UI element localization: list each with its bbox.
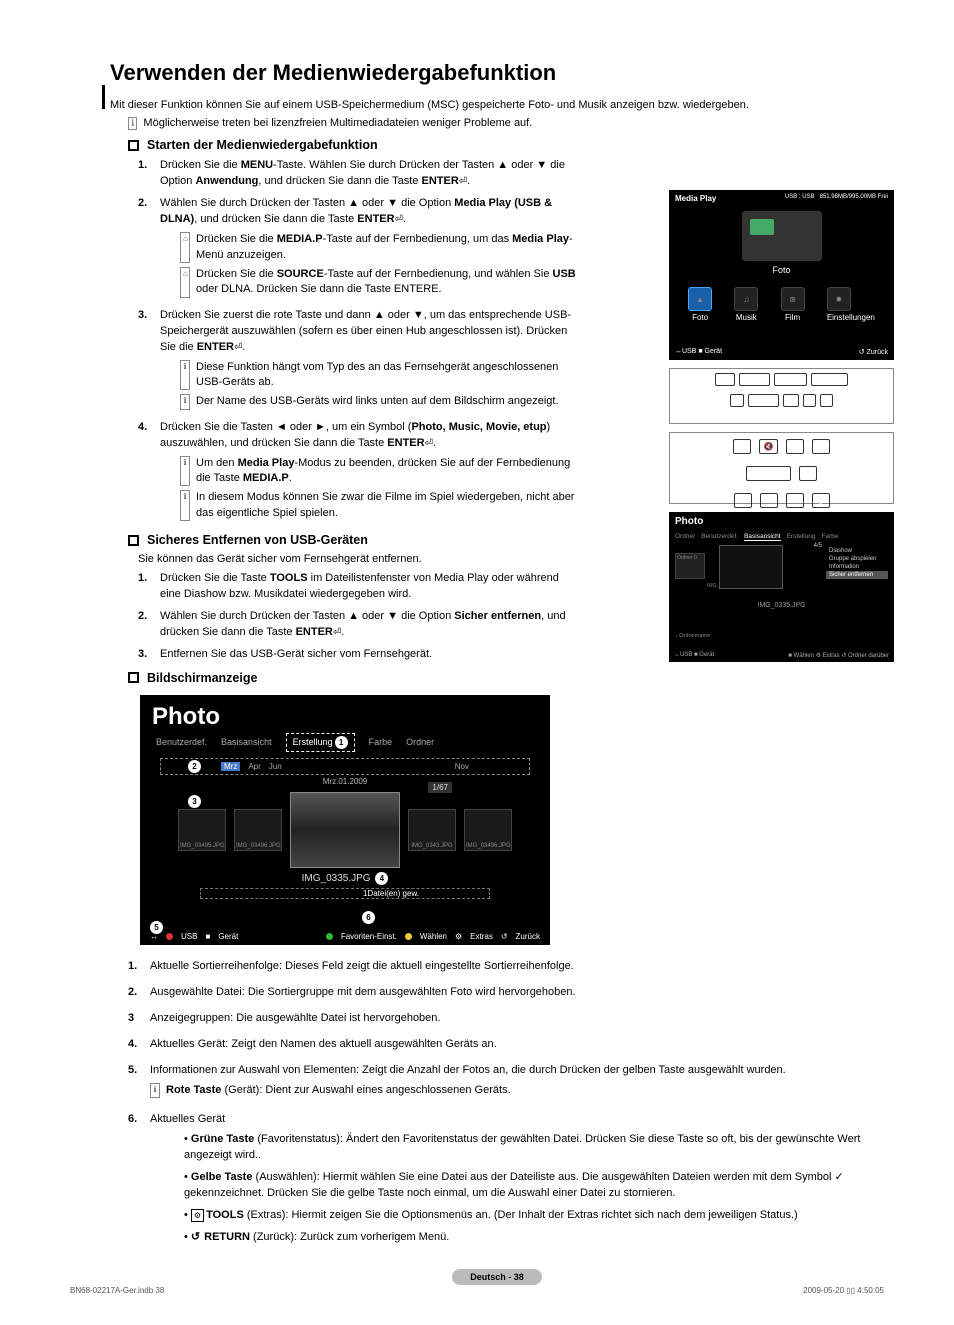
- step-num: 1.: [138, 158, 152, 190]
- thumbnail: IMG_03496.JPG: [234, 809, 282, 851]
- thumbnail-selected: [290, 792, 400, 868]
- section-heading: Bildschirmanzeige: [147, 671, 257, 685]
- tab: Farbe: [369, 737, 393, 747]
- step-num: 2.: [138, 196, 152, 301]
- legend-item: Aktuelles Gerät Grüne Taste (Favoritenst…: [150, 1112, 884, 1252]
- note-icon: ℹ: [180, 490, 190, 521]
- step-text: Drücken Sie die Tasten ◄ oder ►, um ein …: [160, 420, 580, 525]
- remote-icon: ⌂: [180, 232, 190, 263]
- footer-right: Favoriten-Einst. Wählen ⚙Extras ↺Zurück: [326, 932, 540, 941]
- legend-item: Aktuelle Sortierreihenfolge: Dieses Feld…: [150, 959, 574, 975]
- category-music: ♫Musik: [734, 287, 758, 322]
- filename-label: IMG_0335.JPG: [669, 602, 894, 609]
- category-settings: ✹Einstellungen: [827, 287, 875, 322]
- remote-btn: −: [734, 493, 752, 508]
- callout-1: 1: [335, 736, 348, 749]
- month-bar: Mrz Apr Jun Nov: [160, 758, 530, 775]
- remote-btn: AD: [783, 394, 799, 407]
- thumbnail: IMG_0343.JPG: [408, 809, 456, 851]
- step-text: Wählen Sie durch Drücken der Tasten ▲ od…: [160, 196, 580, 301]
- category-movie: ⊛Film: [781, 287, 805, 322]
- remote-btn: ▯: [812, 493, 830, 508]
- file-counter: 4/5: [814, 543, 822, 549]
- intro-text: Mit dieser Funktion können Sie auf einem…: [110, 98, 884, 113]
- remote-btn: 🔇: [759, 439, 779, 454]
- step-num: 3.: [138, 308, 152, 414]
- date-label: Mrz.01.2009: [140, 777, 550, 786]
- remote-btn: +: [733, 439, 751, 454]
- bullet-item: ⚙TOOLS (Extras): Hiermit zeigen Sie die …: [184, 1208, 884, 1224]
- callout-4: 4: [375, 872, 388, 885]
- legend-item: Aktuelles Gerät: Zeigt den Namen des akt…: [150, 1037, 497, 1053]
- thumbnail: IMG_03495.JPG: [178, 809, 226, 851]
- remote-btn: ▷: [799, 466, 817, 481]
- remote-btn: ▤▨: [715, 373, 734, 386]
- bullet-item: Gelbe Taste (Auswählen): Hiermit wählen …: [184, 1170, 884, 1202]
- tab: Ordner: [406, 737, 434, 747]
- callout-6: 6: [362, 911, 375, 924]
- bullet-item: ↺RETURN (Zurück): Zurück zum vorherigem …: [184, 1230, 884, 1246]
- section-heading: Sicheres Entfernen von USB-Geräten: [147, 533, 368, 547]
- step-text: Drücken Sie die MENU-Taste. Wählen Sie d…: [160, 158, 580, 190]
- section-bullet: [128, 672, 139, 683]
- screen-media-play: Media PlayUSB : USB 851.98MB/995.00MB Fr…: [669, 190, 894, 360]
- section-bullet: [128, 140, 139, 151]
- note-icon: ℹ: [180, 360, 190, 391]
- return-icon: ↺: [191, 1230, 200, 1246]
- screen-title: Photo: [140, 695, 550, 733]
- remote-btn: ∨: [786, 493, 804, 508]
- filename-label: IMG_0335.JPG 4: [140, 872, 550, 885]
- remote-btn: ↯: [803, 394, 816, 407]
- thumbnail: IMG_03496.JPG: [464, 809, 512, 851]
- page-title: Verwenden der Medienwiedergabefunktion: [110, 60, 884, 86]
- note-icon: ℹ: [128, 117, 137, 130]
- file-counter: 1/67: [428, 782, 452, 793]
- remote-btn: CH LIST: [748, 394, 779, 407]
- note-text: Möglicherweise treten bei lizenzfreien M…: [143, 117, 532, 130]
- selection-info: 1Datei(en) gew.: [200, 888, 490, 899]
- section-heading: Starten der Medienwiedergabefunktion: [147, 138, 378, 152]
- step-num: 4.: [138, 420, 152, 525]
- screen-photo-browser: Photo Benutzerdef. Basisansicht Erstellu…: [140, 695, 550, 945]
- context-menu: DiashowGruppe abspielen InformationSiche…: [826, 547, 888, 579]
- category-photo: ▲Foto: [688, 287, 712, 322]
- tab: Basisansicht: [221, 737, 272, 747]
- bullet-item: Grüne Taste (Favoritenstatus): Ändert de…: [184, 1132, 884, 1164]
- remote-btn: CONTENT: [811, 373, 848, 386]
- remote-btn: ▯: [812, 439, 830, 454]
- legend-item: Anzeigegruppen: Die ausgewählte Datei is…: [150, 1011, 440, 1027]
- tools-icon: ⚙: [191, 1209, 204, 1223]
- remote-btn: MEDIA.P: [774, 373, 807, 386]
- step-text: Drücken Sie die Taste TOOLS im Dateilist…: [160, 571, 580, 603]
- note-icon: ℹ: [180, 394, 190, 409]
- note-icon: ℹ: [180, 456, 190, 487]
- legend-item: Ausgewählte Datei: Die Sortiergruppe mit…: [150, 985, 576, 1001]
- step-text: Wählen Sie durch Drücken der Tasten ▲ od…: [160, 609, 580, 641]
- thumbnail-selected: [719, 545, 783, 589]
- indd-filename: BN68-02217A-Ger.indb 38: [70, 1286, 164, 1295]
- remote-strip-2: + 🔇 ∧ ▯ SOURCE ▷ − ⏎ ∨ ▯: [669, 432, 894, 504]
- remote-btn: TTX/MIX: [739, 373, 771, 386]
- remote-btn: ∧: [786, 439, 804, 454]
- section-bullet: [128, 535, 139, 546]
- remote-icon: ⌂: [180, 267, 190, 298]
- legend-item: Informationen zur Auswahl von Elementen:…: [150, 1063, 786, 1102]
- footer-left: ↔USB■Gerät: [150, 932, 238, 941]
- remote-strip-1: ▤▨ TTX/MIX MEDIA.P CONTENT ▤ CH LIST AD …: [669, 368, 894, 424]
- remote-btn: ✎: [820, 394, 833, 407]
- tab-selected: Erstellung1: [286, 733, 355, 752]
- remote-btn: ⏎: [760, 493, 778, 508]
- note-icon: ℹ: [150, 1083, 160, 1098]
- remote-btn-source: SOURCE: [746, 466, 790, 481]
- category-label: Foto: [764, 263, 798, 277]
- screen-photo-small: Photo OrdnerBenutzerdef. BasisansichtErs…: [669, 512, 894, 662]
- timestamp: 2009-05-20 ▯▯ 4:50:05: [803, 1286, 884, 1295]
- step-text: Drücken Sie zuerst die rote Taste und da…: [160, 308, 580, 414]
- remote-btn: ▤: [730, 394, 744, 407]
- tab: Benutzerdef.: [156, 737, 207, 747]
- step-text: Entfernen Sie das USB-Gerät sicher vom F…: [160, 647, 580, 663]
- thumbnail: Ordner 0: [675, 553, 705, 579]
- page-footer: Deutsch - 38: [452, 1269, 542, 1285]
- folder-icon: [742, 211, 822, 261]
